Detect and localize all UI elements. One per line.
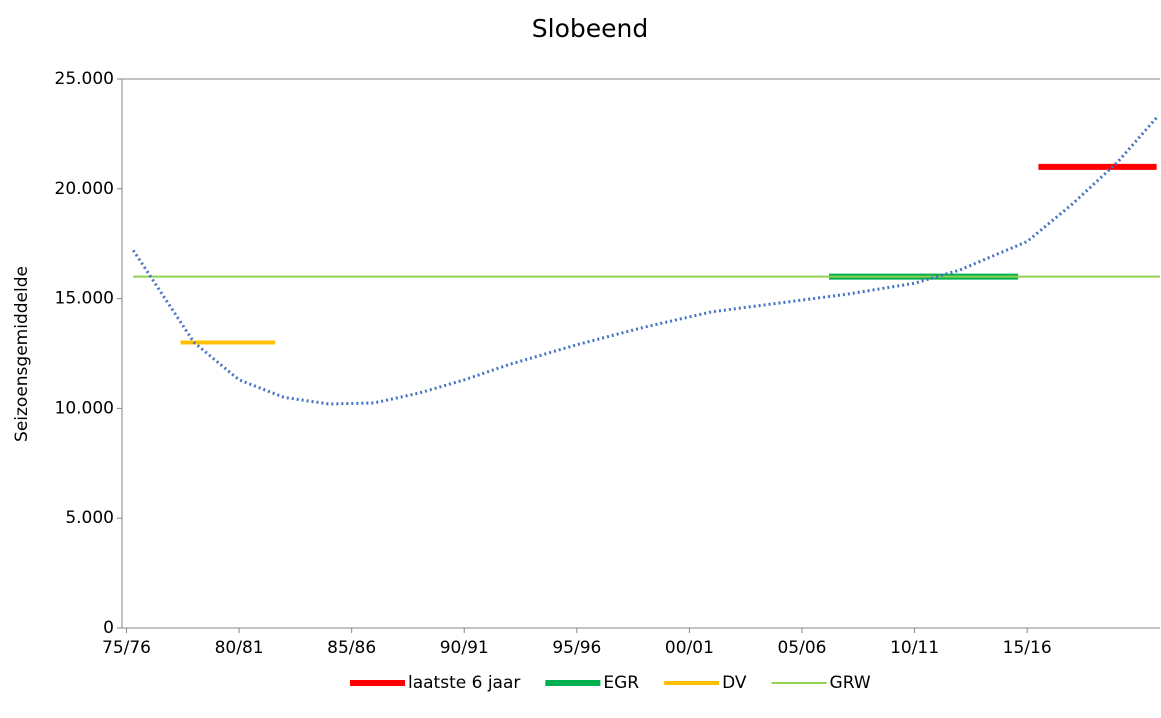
legend-label: GRW bbox=[830, 673, 871, 693]
y-tick-label: 25.000 bbox=[55, 69, 114, 89]
y-axis-label: Seizoensgemiddelde bbox=[12, 266, 32, 442]
x-tick-label: 80/81 bbox=[215, 638, 264, 658]
x-tick-label: 95/96 bbox=[552, 638, 601, 658]
y-tick-label: 20.000 bbox=[55, 179, 114, 199]
x-tick-label: 85/86 bbox=[327, 638, 376, 658]
x-tick-label: 75/76 bbox=[102, 638, 151, 658]
legend-label: DV bbox=[722, 673, 747, 693]
legend-label: EGR bbox=[603, 673, 639, 693]
y-tick-label: 15.000 bbox=[55, 289, 114, 309]
x-tick-label: 00/01 bbox=[665, 638, 714, 658]
x-tick-label: 15/16 bbox=[1003, 638, 1052, 658]
trend-line bbox=[132, 115, 1159, 406]
x-tick-label: 90/91 bbox=[440, 638, 489, 658]
legend-label: laatste 6 jaar bbox=[408, 673, 520, 693]
x-tick-label: 10/11 bbox=[890, 638, 939, 658]
y-tick-label: 0 bbox=[103, 618, 114, 638]
chart-title: Slobeend bbox=[532, 14, 648, 43]
x-tick-label: 05/06 bbox=[777, 638, 826, 658]
y-tick-label: 5.000 bbox=[65, 508, 114, 528]
y-tick-label: 10.000 bbox=[55, 398, 114, 418]
